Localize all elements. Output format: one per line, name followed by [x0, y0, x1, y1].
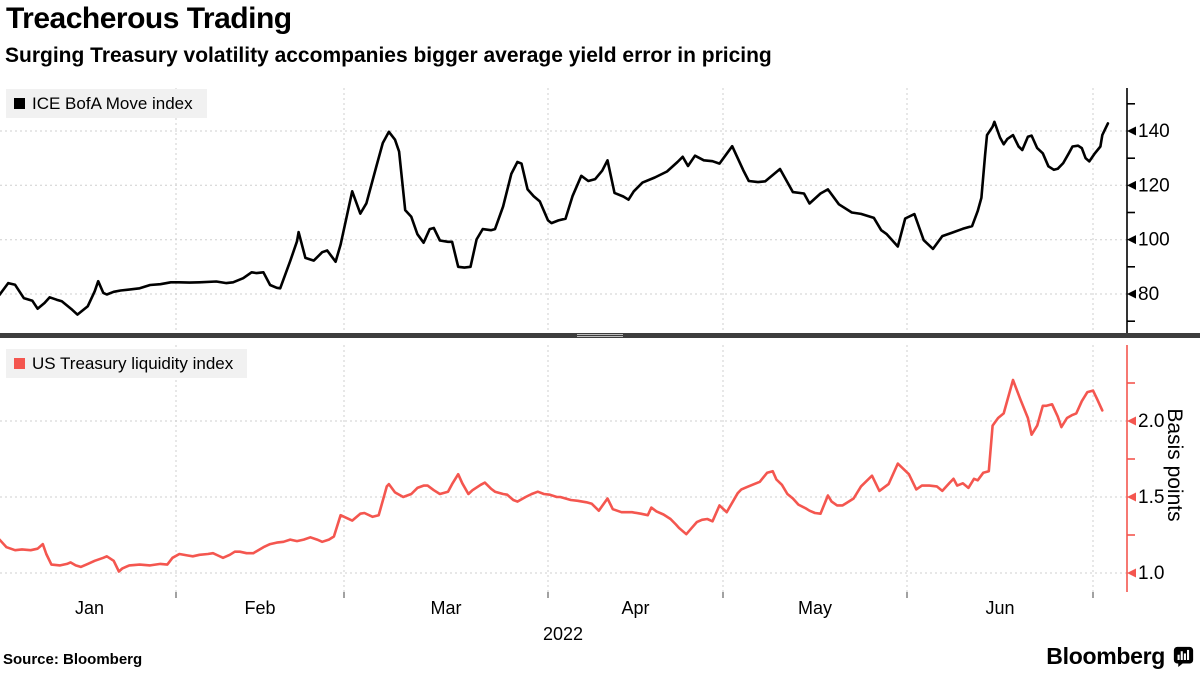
y-tick-arrow-icon: [1127, 289, 1136, 299]
liquidity-legend-swatch-icon: [14, 358, 25, 369]
source-attribution: Source: Bloomberg: [3, 651, 143, 668]
y-tick-arrow-icon: [1127, 180, 1136, 190]
panel-divider: [0, 333, 1200, 338]
y-tick-arrow-icon: [1127, 416, 1136, 426]
y-tick-arrow-icon: [1127, 126, 1136, 136]
legend-move-index: ICE BofA Move index: [6, 89, 207, 118]
basis-points-axis-label: Basis points: [1163, 408, 1186, 522]
liquidity-panel: 1.0 1.5 2.0: [0, 345, 1164, 592]
x-tick-label: Feb: [244, 598, 275, 618]
y-tick-arrow-icon: [1127, 492, 1136, 502]
y-tick-arrow-icon: [1127, 568, 1136, 578]
x-tick-label: May: [798, 598, 832, 618]
move-line-series: [0, 120, 1110, 316]
move-legend-label: ICE BofA Move index: [32, 94, 193, 113]
bloomberg-logo-icon: [1173, 646, 1194, 667]
y-tick-label: 120: [1138, 175, 1170, 196]
x-tick-label: Jan: [75, 598, 104, 618]
bloomberg-logo: Bloomberg: [1046, 643, 1194, 670]
x-tick-label: Mar: [431, 598, 462, 618]
y-tick-label: 1.0: [1138, 563, 1164, 584]
move-panel: 80 100 120 140: [0, 88, 1170, 333]
x-tick-label: Jun: [985, 598, 1014, 618]
x-axis-year-label: 2022: [542, 624, 584, 644]
liquidity-line-series: [0, 378, 1104, 573]
y-tick-label: 80: [1138, 284, 1159, 305]
liquidity-legend-label: US Treasury liquidity index: [32, 354, 234, 373]
page-title: Treacherous Trading: [6, 2, 292, 35]
legend-liquidity-index: US Treasury liquidity index: [6, 349, 248, 378]
bloomberg-logo-text: Bloomberg: [1046, 643, 1165, 669]
panel-divider-grip-icon[interactable]: [577, 333, 623, 338]
y-tick-label: 1.5: [1138, 487, 1164, 508]
y-tick-label: 100: [1138, 230, 1170, 251]
x-axis: Jan Feb Mar Apr May Jun: [75, 592, 1094, 618]
x-tick-label: Apr: [621, 598, 649, 618]
y-tick-label: 2.0: [1138, 411, 1164, 432]
y-tick-arrow-icon: [1127, 235, 1136, 245]
y-tick-label: 140: [1138, 121, 1170, 142]
move-legend-swatch-icon: [14, 98, 25, 109]
page-subtitle: Surging Treasury volatility accompanies …: [5, 44, 772, 67]
